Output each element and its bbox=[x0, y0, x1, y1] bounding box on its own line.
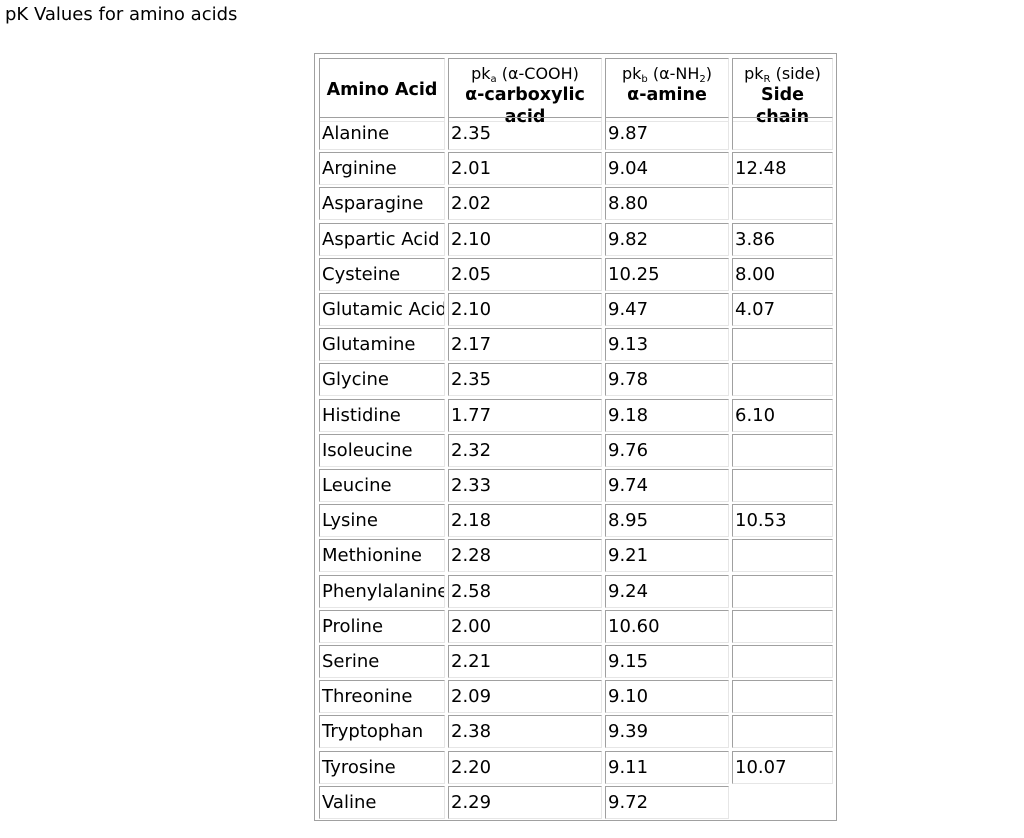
pkb-cell: 9.11 bbox=[605, 751, 729, 784]
header-pkr: pkR (side) Side chain bbox=[732, 58, 833, 127]
pka-cell: 2.28 bbox=[448, 539, 602, 572]
pka-cell: 2.17 bbox=[448, 328, 602, 361]
amino-acid-cell: Threonine bbox=[319, 680, 445, 713]
pka-cell: 2.09 bbox=[448, 680, 602, 713]
pkb-cell: 9.04 bbox=[605, 152, 729, 185]
pkr-cell: 6.10 bbox=[732, 399, 833, 432]
header-amino-acid: Amino Acid bbox=[319, 58, 445, 122]
amino-acid-cell: Tyrosine bbox=[319, 751, 445, 784]
pkr-cell bbox=[732, 575, 833, 608]
header-pkb-symbol: pk bbox=[621, 64, 642, 83]
pkr-cell bbox=[732, 187, 833, 220]
amino-acid-cell: Glutamine bbox=[319, 328, 445, 361]
pkb-cell: 8.80 bbox=[605, 187, 729, 220]
pka-cell: 2.29 bbox=[448, 786, 602, 819]
page-title: pK Values for amino acids bbox=[5, 4, 238, 25]
pka-cell: 2.38 bbox=[448, 715, 602, 748]
header-pkb-paren-sub: 2 bbox=[699, 74, 706, 85]
pkr-cell bbox=[732, 610, 833, 643]
pka-cell: 2.35 bbox=[448, 363, 602, 396]
pka-cell: 2.02 bbox=[448, 187, 602, 220]
amino-acid-cell: Serine bbox=[319, 645, 445, 678]
amino-acid-cell: Glutamic Acid bbox=[319, 293, 445, 326]
pkr-cell: 8.00 bbox=[732, 258, 833, 291]
pkr-cell: 12.48 bbox=[732, 152, 833, 185]
pka-cell: 2.21 bbox=[448, 645, 602, 678]
pkr-cell bbox=[732, 469, 833, 502]
header-pka-symbol-sub: a bbox=[490, 74, 497, 85]
pkr-cell: 10.53 bbox=[732, 504, 833, 537]
header-pka: pka (α-COOH) α-carboxylic acid bbox=[448, 58, 602, 127]
pkr-cell: 4.07 bbox=[732, 293, 833, 326]
header-pkr-symbol-sub: R bbox=[763, 74, 771, 85]
pka-cell: 2.18 bbox=[448, 504, 602, 537]
amino-acid-cell: Tryptophan bbox=[319, 715, 445, 748]
pkb-cell: 9.82 bbox=[605, 223, 729, 256]
pkb-cell: 9.76 bbox=[605, 434, 729, 467]
pkr-cell bbox=[732, 715, 833, 748]
amino-acid-cell: Lysine bbox=[319, 504, 445, 537]
amino-acid-cell: Leucine bbox=[319, 469, 445, 502]
amino-acid-cell: Methionine bbox=[319, 539, 445, 572]
pkr-cell bbox=[732, 434, 833, 467]
pkb-cell: 10.25 bbox=[605, 258, 729, 291]
pkb-cell: 9.24 bbox=[605, 575, 729, 608]
pkr-cell bbox=[732, 645, 833, 678]
pkb-cell: 9.78 bbox=[605, 363, 729, 396]
pka-cell: 2.05 bbox=[448, 258, 602, 291]
pkb-cell: 9.15 bbox=[605, 645, 729, 678]
pkb-cell: 10.60 bbox=[605, 610, 729, 643]
pkr-cell bbox=[732, 539, 833, 572]
header-pkb-label: α-amine bbox=[627, 85, 707, 105]
header-pkb-paren: (α-NH bbox=[647, 64, 700, 83]
pkb-cell: 9.21 bbox=[605, 539, 729, 572]
header-pkb: pkb (α-NH2) α-amine bbox=[605, 58, 729, 122]
header-pkb-symbol-sub: b bbox=[641, 74, 648, 85]
pka-cell: 2.33 bbox=[448, 469, 602, 502]
amino-acid-cell: Valine bbox=[319, 786, 445, 819]
pkr-cell: 10.07 bbox=[732, 751, 833, 784]
pkb-cell: 9.72 bbox=[605, 786, 729, 819]
pkr-cell: 3.86 bbox=[732, 223, 833, 256]
pka-cell: 2.10 bbox=[448, 223, 602, 256]
amino-acid-cell: Arginine bbox=[319, 152, 445, 185]
amino-acid-cell: Asparagine bbox=[319, 187, 445, 220]
pka-cell: 2.01 bbox=[448, 152, 602, 185]
amino-acid-cell: Alanine bbox=[319, 117, 445, 150]
pkb-cell: 9.39 bbox=[605, 715, 729, 748]
amino-acid-cell: Aspartic Acid bbox=[319, 223, 445, 256]
pka-cell: 2.20 bbox=[448, 751, 602, 784]
pka-cell: 2.35 bbox=[448, 117, 602, 150]
amino-acid-cell: Proline bbox=[319, 610, 445, 643]
pka-cell: 2.32 bbox=[448, 434, 602, 467]
pka-cell: 2.10 bbox=[448, 293, 602, 326]
header-amino-acid-label: Amino Acid bbox=[326, 80, 438, 100]
pk-values-table: Amino Acid pka (α-COOH) α-carboxylic aci… bbox=[314, 53, 837, 821]
amino-acid-cell: Glycine bbox=[319, 363, 445, 396]
pkr-cell bbox=[732, 117, 833, 150]
header-pka-symbol: pk bbox=[471, 64, 491, 83]
amino-acid-cell: Phenylalanine bbox=[319, 575, 445, 608]
header-pkr-symbol: pk bbox=[744, 64, 764, 83]
pkb-cell: 9.10 bbox=[605, 680, 729, 713]
pkb-cell: 9.74 bbox=[605, 469, 729, 502]
pkr-cell bbox=[732, 680, 833, 713]
pkb-cell: 9.47 bbox=[605, 293, 729, 326]
pkr-cell bbox=[732, 363, 833, 396]
pka-cell: 2.58 bbox=[448, 575, 602, 608]
header-pkb-paren-end: ) bbox=[705, 64, 713, 83]
pkr-cell bbox=[732, 328, 833, 361]
amino-acid-cell: Histidine bbox=[319, 399, 445, 432]
header-pkr-paren: (side) bbox=[770, 64, 821, 83]
pka-cell: 1.77 bbox=[448, 399, 602, 432]
pkb-cell: 9.13 bbox=[605, 328, 729, 361]
amino-acid-cell: Cysteine bbox=[319, 258, 445, 291]
pkb-cell: 9.87 bbox=[605, 117, 729, 150]
pkb-cell: 9.18 bbox=[605, 399, 729, 432]
header-pka-paren: (α-COOH) bbox=[496, 64, 579, 83]
amino-acid-cell: Isoleucine bbox=[319, 434, 445, 467]
pkb-cell: 8.95 bbox=[605, 504, 729, 537]
pka-cell: 2.00 bbox=[448, 610, 602, 643]
